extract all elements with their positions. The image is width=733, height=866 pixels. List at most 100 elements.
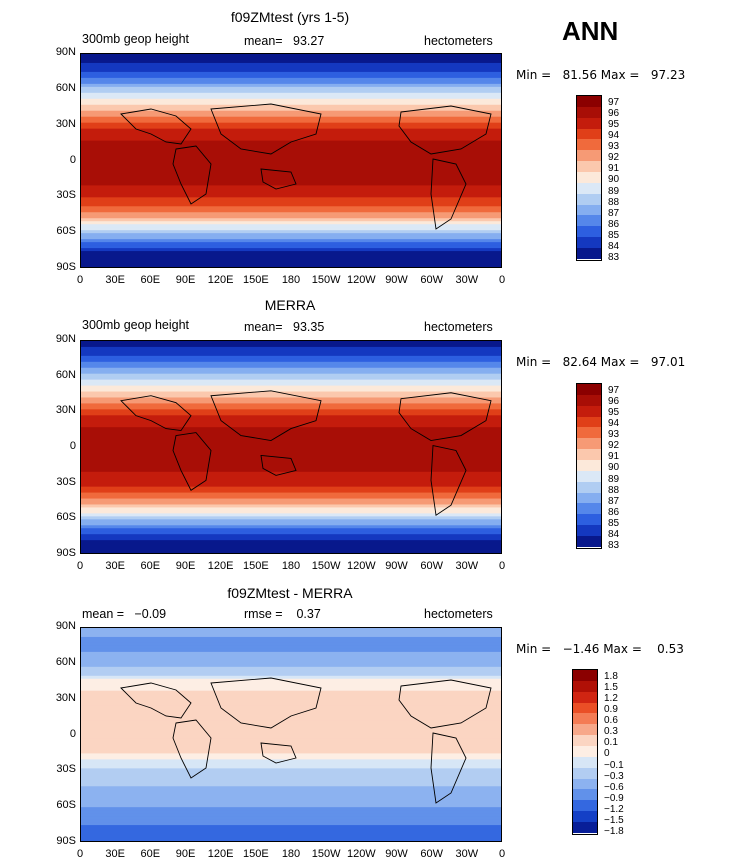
- field-band: [81, 726, 501, 731]
- field-band: [81, 750, 501, 755]
- field-band: [81, 248, 501, 252]
- field-band: [81, 442, 501, 446]
- field-band: [81, 158, 501, 163]
- field-band: [81, 483, 501, 488]
- coastline: [172, 145, 212, 205]
- field-band: [81, 68, 501, 73]
- colorbar-swatch: [577, 470, 601, 482]
- colorbar-label: −0.1: [604, 759, 624, 771]
- field-band: [81, 56, 501, 61]
- field-band: [81, 200, 501, 204]
- lon-tick-label: 0: [76, 560, 84, 572]
- field-band: [81, 516, 501, 520]
- field-band: [81, 762, 501, 766]
- field-band: [81, 227, 501, 231]
- colorbar-label: 97: [608, 97, 620, 108]
- lat-tick-label: 30S: [56, 763, 76, 776]
- field-band: [81, 382, 501, 387]
- field-band: [81, 465, 501, 470]
- field-band: [81, 780, 501, 784]
- field-band: [81, 681, 501, 686]
- field-band: [81, 385, 501, 390]
- field-band: [81, 486, 501, 491]
- lon-tick-label: 120E: [207, 848, 234, 860]
- lon-tick-label: 180: [281, 274, 301, 286]
- field-band: [81, 522, 501, 526]
- colorbar-label: 90: [608, 462, 620, 474]
- field-band: [81, 131, 501, 136]
- coastline: [430, 444, 467, 516]
- field-band: [81, 519, 501, 523]
- field-band: [81, 642, 501, 647]
- colorbar-swatch: [577, 117, 601, 129]
- field-band: [81, 364, 501, 369]
- panel-1-variable-label: 300mb geop height: [82, 32, 190, 46]
- colorbar-swatch: [577, 481, 601, 493]
- field-band: [81, 810, 501, 814]
- panel-1-min-max: Min = 81.56 Max = 97.23: [516, 68, 686, 82]
- colorbar-label: 85: [608, 517, 620, 529]
- field-band: [81, 543, 501, 547]
- field-band: [81, 179, 501, 184]
- field-band: [81, 107, 501, 112]
- lon-tick-label: 150W: [311, 848, 341, 860]
- field-band: [81, 242, 501, 246]
- panel-1-map: [80, 53, 502, 268]
- colorbar-label: 1.2: [604, 693, 618, 705]
- coastline: [260, 742, 297, 764]
- colorbar-label: 83: [608, 539, 620, 551]
- field-band: [81, 257, 501, 261]
- field-band: [81, 471, 501, 476]
- lon-tick-label: 90E: [175, 274, 196, 286]
- panel-2-min-max: Min = 82.64 Max = 97.01: [516, 355, 686, 369]
- panel-2-variable-label: 300mb geop height: [82, 318, 190, 332]
- field-band: [81, 795, 501, 799]
- panel-3-units-label: hectometers: [424, 607, 493, 621]
- lat-tick-label: 30N: [55, 404, 76, 417]
- field-band: [81, 388, 501, 393]
- colorbar-swatch: [573, 800, 597, 812]
- field-band: [81, 720, 501, 725]
- lon-tick-label: 120W: [346, 848, 376, 860]
- colorbar-swatch: [577, 128, 601, 140]
- lat-tick-label: 60N: [55, 368, 76, 381]
- lon-tick-label: 90W: [385, 560, 408, 572]
- field-band: [81, 783, 501, 787]
- colorbar-swatch: [577, 405, 601, 417]
- field-band: [81, 203, 501, 207]
- lon-tick-label: 60W: [420, 274, 443, 286]
- field-band: [81, 474, 501, 479]
- panel-3-title: f09ZMtest - MERRA: [227, 585, 353, 601]
- field-band: [81, 675, 501, 680]
- colorbar-swatch: [573, 789, 597, 801]
- field-band: [81, 155, 501, 160]
- field-band: [81, 412, 501, 416]
- field-band: [81, 723, 501, 728]
- panel-2-title: MERRA: [264, 297, 316, 313]
- field-band: [81, 828, 501, 832]
- colorbar-swatch: [577, 139, 601, 151]
- field-band: [81, 741, 501, 746]
- lon-tick-label: 150W: [311, 560, 341, 572]
- field-band: [81, 729, 501, 734]
- field-band: [81, 834, 501, 838]
- field-band: [81, 774, 501, 778]
- lon-tick-label: 150E: [242, 848, 269, 860]
- lon-tick-label: 60W: [420, 560, 443, 572]
- lat-tick-label: 0: [69, 727, 76, 740]
- field-band: [81, 693, 501, 698]
- field-band: [81, 424, 501, 428]
- field-band: [81, 403, 501, 407]
- colorbar-label: −1.5: [604, 814, 624, 826]
- colorbar-swatch: [573, 756, 597, 768]
- colorbar-label: 87: [608, 495, 620, 507]
- field-band: [81, 462, 501, 467]
- colorbar-label: 83: [608, 251, 620, 263]
- coastline: [260, 454, 297, 476]
- field-band: [81, 448, 501, 452]
- field-band: [81, 421, 501, 425]
- colorbar-label: 96: [608, 396, 620, 408]
- colorbar-swatch: [577, 226, 601, 238]
- field-band: [81, 433, 501, 437]
- field-band: [81, 95, 501, 100]
